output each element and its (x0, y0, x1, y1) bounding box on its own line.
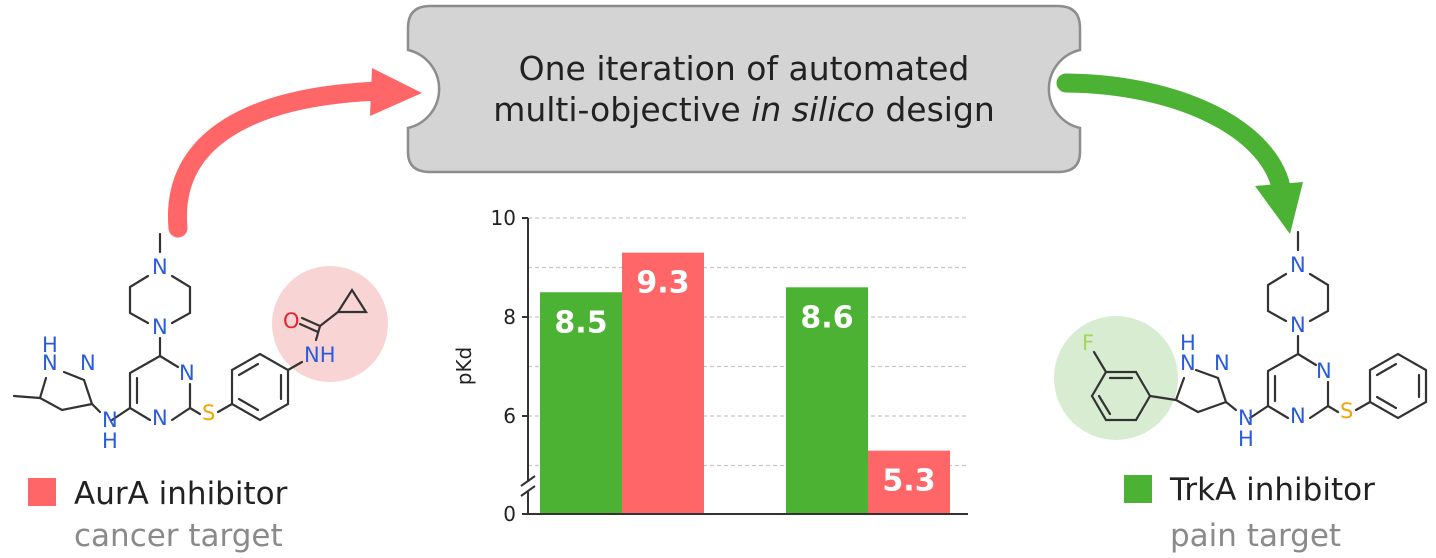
atom-n: N (1290, 404, 1306, 428)
banner-line-2: multi-objective in silico design (493, 90, 995, 129)
atom-n: N (152, 315, 168, 339)
aura-legend-label: AurA inhibitor (74, 476, 288, 512)
bar-value-label: 5.3 (882, 464, 935, 499)
atom-nh: NH (304, 343, 336, 367)
aura-legend-sub: cancer target (74, 518, 283, 554)
chart-bars (540, 252, 950, 514)
atom-n: N (1316, 359, 1332, 383)
y-tick-label: 8 (503, 305, 516, 329)
pkd-bar-chart: 8.5 8.6 9.3 5.3 0 6 8 10 pKd (452, 206, 968, 526)
atom-n: N (1290, 253, 1306, 277)
bar-value-label: 8.6 (800, 300, 853, 335)
atom-n: N (152, 406, 168, 430)
atom-n: N (152, 255, 168, 279)
chart-tick-labels: 0 6 8 10 (491, 206, 528, 526)
atom-s: S (202, 401, 215, 425)
y-tick-label: 0 (503, 502, 516, 526)
atom-n: N (1290, 313, 1306, 337)
y-tick-label: 10 (491, 206, 516, 230)
atom-n: N (179, 361, 195, 385)
trka-inhibitor-structure: N N N N N H N H N F S TrkA inhibitor (1054, 230, 1428, 554)
atom-n: N (1214, 351, 1230, 375)
atom-f: F (1082, 331, 1094, 355)
atom-n: N (1238, 406, 1254, 430)
bar-value-label: 8.5 (554, 305, 607, 340)
y-axis-label: pKd (452, 347, 476, 386)
y-tick-label: 6 (503, 404, 516, 428)
bar-value-label: 9.3 (636, 266, 689, 301)
axis-break-mark (520, 485, 536, 497)
chart-bar-labels: 8.5 8.6 9.3 5.3 (554, 266, 935, 499)
atom-hn: H (1180, 331, 1196, 355)
trka-legend-swatch (1124, 475, 1152, 503)
atom-o: O (283, 309, 300, 333)
bar (540, 292, 622, 514)
trka-legend-label: TrkA inhibitor (1169, 472, 1375, 508)
atom-n: N (1180, 351, 1196, 375)
bar (786, 287, 868, 514)
banner-shape (406, 4, 1082, 174)
atom-s: S (1340, 399, 1353, 423)
arrow-left-to-banner (167, 68, 422, 238)
bar (622, 252, 704, 514)
atom-h: H (102, 429, 118, 453)
atom-h: H (1238, 427, 1254, 451)
axis-break-mark (520, 475, 536, 487)
chart-y-axis (520, 218, 968, 515)
atom-n: N (102, 408, 118, 432)
atom-n: N (80, 351, 96, 375)
aura-inhibitor-structure: N N N N N H N H N S NH (12, 232, 388, 554)
arrow-banner-to-right (1056, 73, 1303, 234)
trka-legend-sub: pain target (1170, 518, 1341, 554)
design-banner: One iteration of automated multi-objecti… (406, 4, 1082, 174)
banner-line-1: One iteration of automated (519, 49, 970, 88)
amide-highlight (272, 266, 388, 382)
atom-hn: H (42, 333, 58, 357)
bar (868, 450, 950, 514)
atom-n: N (42, 351, 58, 375)
aura-legend-swatch (28, 478, 56, 506)
